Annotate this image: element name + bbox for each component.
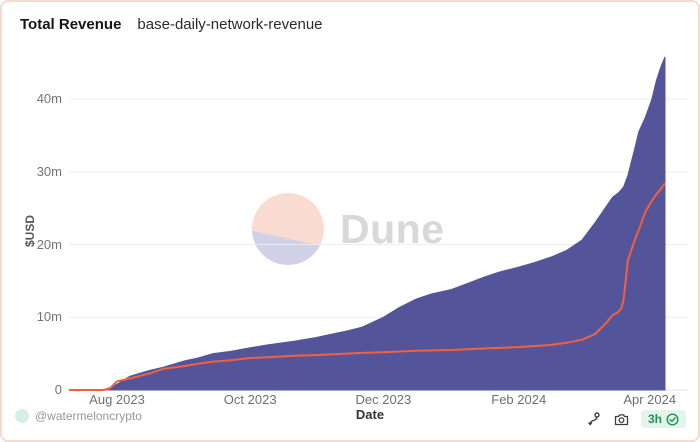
x-tick-apr-2024: Apr 2024 (623, 392, 677, 407)
author-handle: @watermeloncrypto (35, 409, 142, 423)
refresh-status-badge[interactable]: 3h (640, 410, 686, 428)
x-tick-feb-2024: Feb 2024 (491, 392, 547, 407)
author-link[interactable]: @watermeloncrypto (15, 409, 142, 423)
y-tick-20m: 20m (36, 236, 62, 252)
dune-wordmark: Dune (340, 205, 445, 252)
fork-query-button[interactable] (585, 410, 603, 428)
y-axis-title: $USD (23, 215, 37, 248)
check-circle-icon (666, 412, 679, 426)
y-tick-40m: 40m (36, 91, 62, 106)
dune-logo-icon (252, 193, 324, 265)
x-tick-oct-2023: Oct 2023 (223, 392, 277, 407)
y-tick-30m: 30m (36, 163, 62, 179)
author-avatar (15, 409, 29, 423)
screenshot-button[interactable] (613, 410, 631, 428)
query-name: base-daily-network-revenue (137, 16, 323, 33)
x-tick-aug-2023: Aug 2023 (89, 392, 145, 407)
x-axis-title: Date (355, 407, 385, 422)
y-tick-0: 0 (54, 382, 62, 397)
refresh-age: 3h (647, 412, 662, 426)
embed-toolbar: 3h (585, 410, 686, 428)
fork-icon (588, 412, 600, 426)
chart-title: Total Revenue (20, 16, 122, 33)
dune-watermark: Dune (252, 193, 445, 265)
chart-header: Total Revenue base-daily-network-revenue (20, 16, 323, 34)
x-tick-dec-2023: Dec 2023 (355, 392, 412, 407)
camera-icon (615, 413, 629, 425)
y-tick-10m: 10m (36, 309, 62, 325)
